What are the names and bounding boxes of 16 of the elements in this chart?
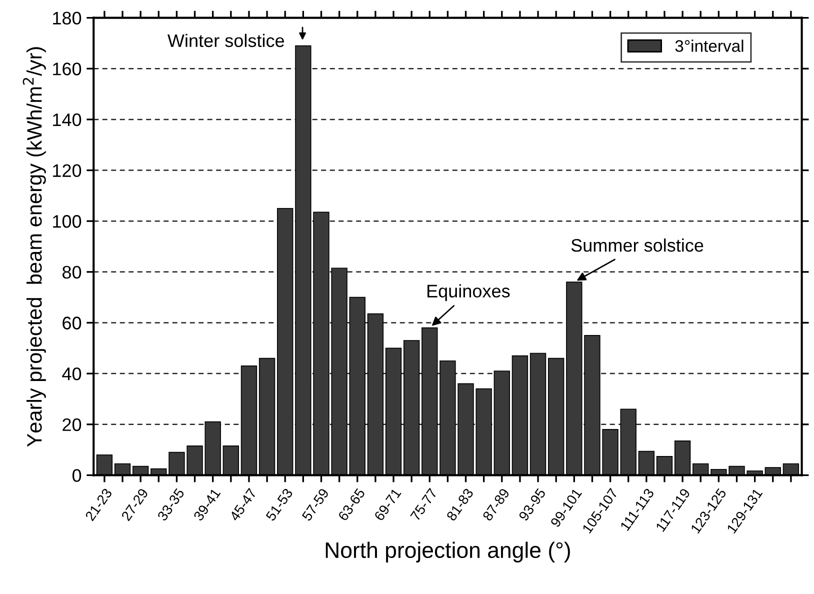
legend-label: 3°interval — [675, 40, 744, 52]
y-tick-label: 100 — [53, 215, 82, 228]
annotation: Summer solstice — [571, 238, 704, 252]
y-tick-label: 0 — [72, 469, 82, 482]
y-tick-label: 40 — [62, 367, 82, 380]
x-axis-title: North projection angle (°) — [326, 542, 570, 562]
y-tick-label: 120 — [53, 164, 82, 177]
y-tick-label: 140 — [53, 113, 82, 126]
y-tick-label: 20 — [62, 418, 82, 432]
y-tick-label: 180 — [53, 12, 82, 25]
annotation: Winter solstice — [168, 34, 284, 48]
annotation: Equinoxes — [428, 284, 510, 302]
y-tick-label: 80 — [62, 266, 82, 279]
y-axis-title: Yearly projected beam energy (kWh/m$^{2}$/yr) — [22, 47, 46, 447]
y-tick-label: 160 — [53, 62, 82, 76]
y-tick-label: 60 — [62, 316, 82, 330]
